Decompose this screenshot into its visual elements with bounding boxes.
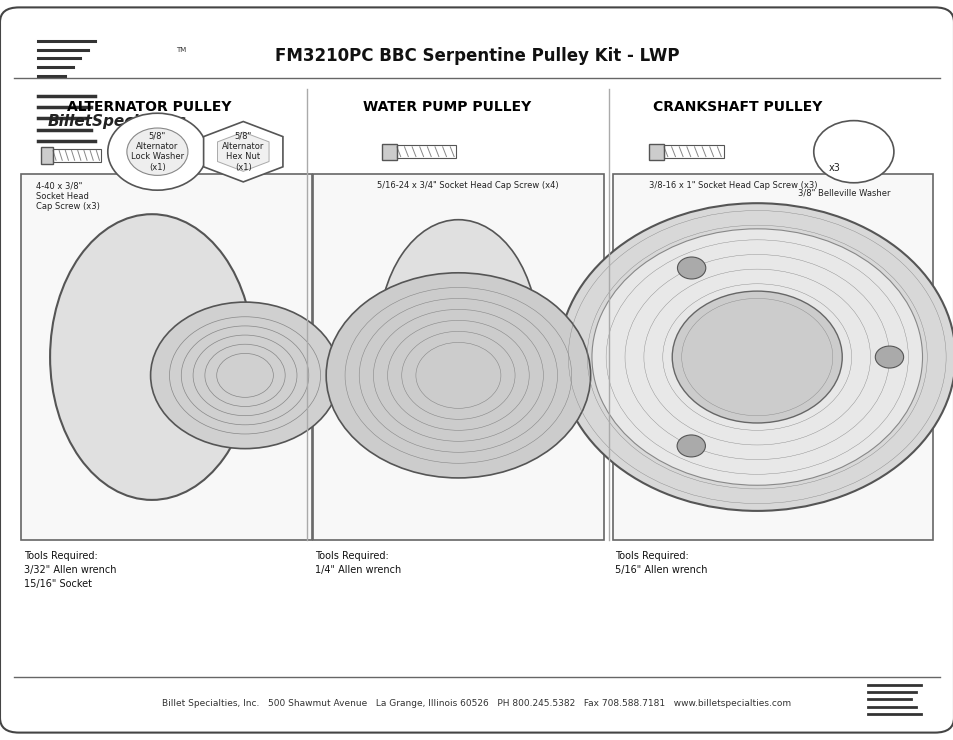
Text: 5/8"
Alternator
Hex Nut
(x1): 5/8" Alternator Hex Nut (x1) xyxy=(222,132,264,172)
Circle shape xyxy=(108,113,207,190)
Circle shape xyxy=(875,346,902,368)
Text: ALTERNATOR PULLEY: ALTERNATOR PULLEY xyxy=(67,101,231,114)
Text: Tools Required:
5/16" Allen wrench: Tools Required: 5/16" Allen wrench xyxy=(615,551,707,575)
Text: 5/16-24 x 3/4" Socket Head Cap Screw (x4): 5/16-24 x 3/4" Socket Head Cap Screw (x4… xyxy=(376,181,558,190)
Text: 3/8" Belleville Washer: 3/8" Belleville Washer xyxy=(798,189,889,198)
Circle shape xyxy=(672,291,841,423)
Circle shape xyxy=(151,302,339,448)
Circle shape xyxy=(558,204,953,511)
Circle shape xyxy=(127,128,188,175)
Circle shape xyxy=(326,273,590,478)
Text: 3/8-16 x 1" Socket Head Cap Screw (x3): 3/8-16 x 1" Socket Head Cap Screw (x3) xyxy=(648,181,817,190)
Bar xyxy=(396,145,456,158)
Polygon shape xyxy=(217,132,269,172)
FancyBboxPatch shape xyxy=(0,7,953,733)
Bar xyxy=(53,149,101,162)
Bar xyxy=(381,144,396,160)
Ellipse shape xyxy=(51,214,253,500)
Text: Tools Required:
1/4" Allen wrench: Tools Required: 1/4" Allen wrench xyxy=(314,551,400,575)
FancyBboxPatch shape xyxy=(313,174,603,540)
FancyBboxPatch shape xyxy=(21,174,312,540)
Text: Tools Required:
3/32" Allen wrench
15/16" Socket: Tools Required: 3/32" Allen wrench 15/16… xyxy=(24,551,116,589)
Ellipse shape xyxy=(378,220,537,458)
Circle shape xyxy=(677,435,704,457)
Text: WATER PUMP PULLEY: WATER PUMP PULLEY xyxy=(362,101,530,114)
Text: 5/8"
Alternator
Lock Washer
(x1): 5/8" Alternator Lock Washer (x1) xyxy=(131,132,184,172)
Bar xyxy=(648,144,663,160)
Bar xyxy=(663,145,722,158)
Text: FM3210PC BBC Serpentine Pulley Kit - LWP: FM3210PC BBC Serpentine Pulley Kit - LWP xyxy=(274,47,679,64)
Text: TM: TM xyxy=(176,47,187,53)
Bar xyxy=(41,147,53,164)
Text: CRANKSHAFT PULLEY: CRANKSHAFT PULLEY xyxy=(653,101,822,114)
Circle shape xyxy=(677,257,705,279)
Circle shape xyxy=(591,229,922,485)
Circle shape xyxy=(813,121,893,183)
Text: 4-40 x 3/8"
Socket Head
Cap Screw (x3): 4-40 x 3/8" Socket Head Cap Screw (x3) xyxy=(36,181,100,211)
Polygon shape xyxy=(203,121,283,182)
FancyBboxPatch shape xyxy=(613,174,932,540)
Text: x3: x3 xyxy=(828,163,840,173)
Text: BilletSpecialties: BilletSpecialties xyxy=(48,114,187,129)
Text: Billet Specialties, Inc.   500 Shawmut Avenue   La Grange, Illinois 60526   PH 8: Billet Specialties, Inc. 500 Shawmut Ave… xyxy=(162,699,791,707)
